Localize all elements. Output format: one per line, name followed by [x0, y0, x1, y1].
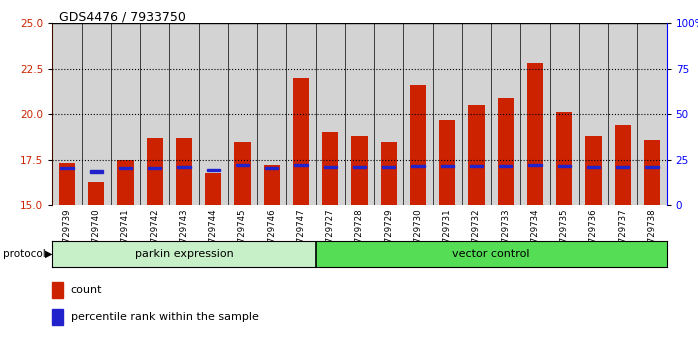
Text: ▶: ▶	[45, 249, 53, 259]
Bar	[470, 165, 483, 167]
Bar	[59, 164, 75, 205]
Bar	[410, 85, 426, 205]
Bar	[235, 142, 251, 205]
Bar	[52, 309, 64, 325]
Bar	[315, 241, 667, 267]
Bar	[207, 169, 220, 171]
Bar	[176, 138, 192, 205]
Bar	[205, 172, 221, 205]
Bar	[236, 164, 249, 166]
Bar	[52, 282, 64, 298]
Bar	[382, 166, 395, 168]
Bar	[52, 241, 315, 267]
Bar	[587, 166, 600, 168]
Bar	[265, 167, 279, 169]
Bar	[556, 112, 572, 205]
Bar	[440, 165, 454, 167]
Bar	[148, 167, 161, 169]
Bar	[89, 170, 103, 173]
Bar	[615, 125, 631, 205]
Bar	[351, 136, 368, 205]
Bar	[528, 164, 542, 166]
Bar	[88, 182, 104, 205]
Text: count: count	[70, 285, 103, 296]
Bar	[586, 136, 602, 205]
Bar	[293, 78, 309, 205]
Text: protocol: protocol	[3, 249, 46, 259]
Bar	[558, 165, 571, 167]
Text: vector control: vector control	[452, 249, 530, 259]
Text: GDS4476 / 7933750: GDS4476 / 7933750	[59, 11, 186, 24]
Bar	[264, 165, 280, 205]
Bar	[380, 142, 396, 205]
Bar	[646, 166, 658, 168]
Bar	[644, 140, 660, 205]
Bar	[119, 167, 132, 169]
Bar	[616, 166, 630, 168]
Bar	[147, 138, 163, 205]
Bar	[527, 63, 543, 205]
Bar	[324, 166, 337, 168]
Bar	[61, 167, 73, 169]
Bar	[411, 165, 424, 167]
Text: parkin expression: parkin expression	[135, 249, 233, 259]
Bar	[295, 164, 308, 166]
Bar	[322, 132, 339, 205]
Bar	[177, 166, 191, 168]
Bar	[498, 98, 514, 205]
Text: percentile rank within the sample: percentile rank within the sample	[70, 312, 259, 322]
Bar	[499, 165, 512, 167]
Bar	[468, 105, 484, 205]
Bar	[117, 160, 133, 205]
Bar	[439, 120, 455, 205]
Bar	[353, 166, 366, 168]
